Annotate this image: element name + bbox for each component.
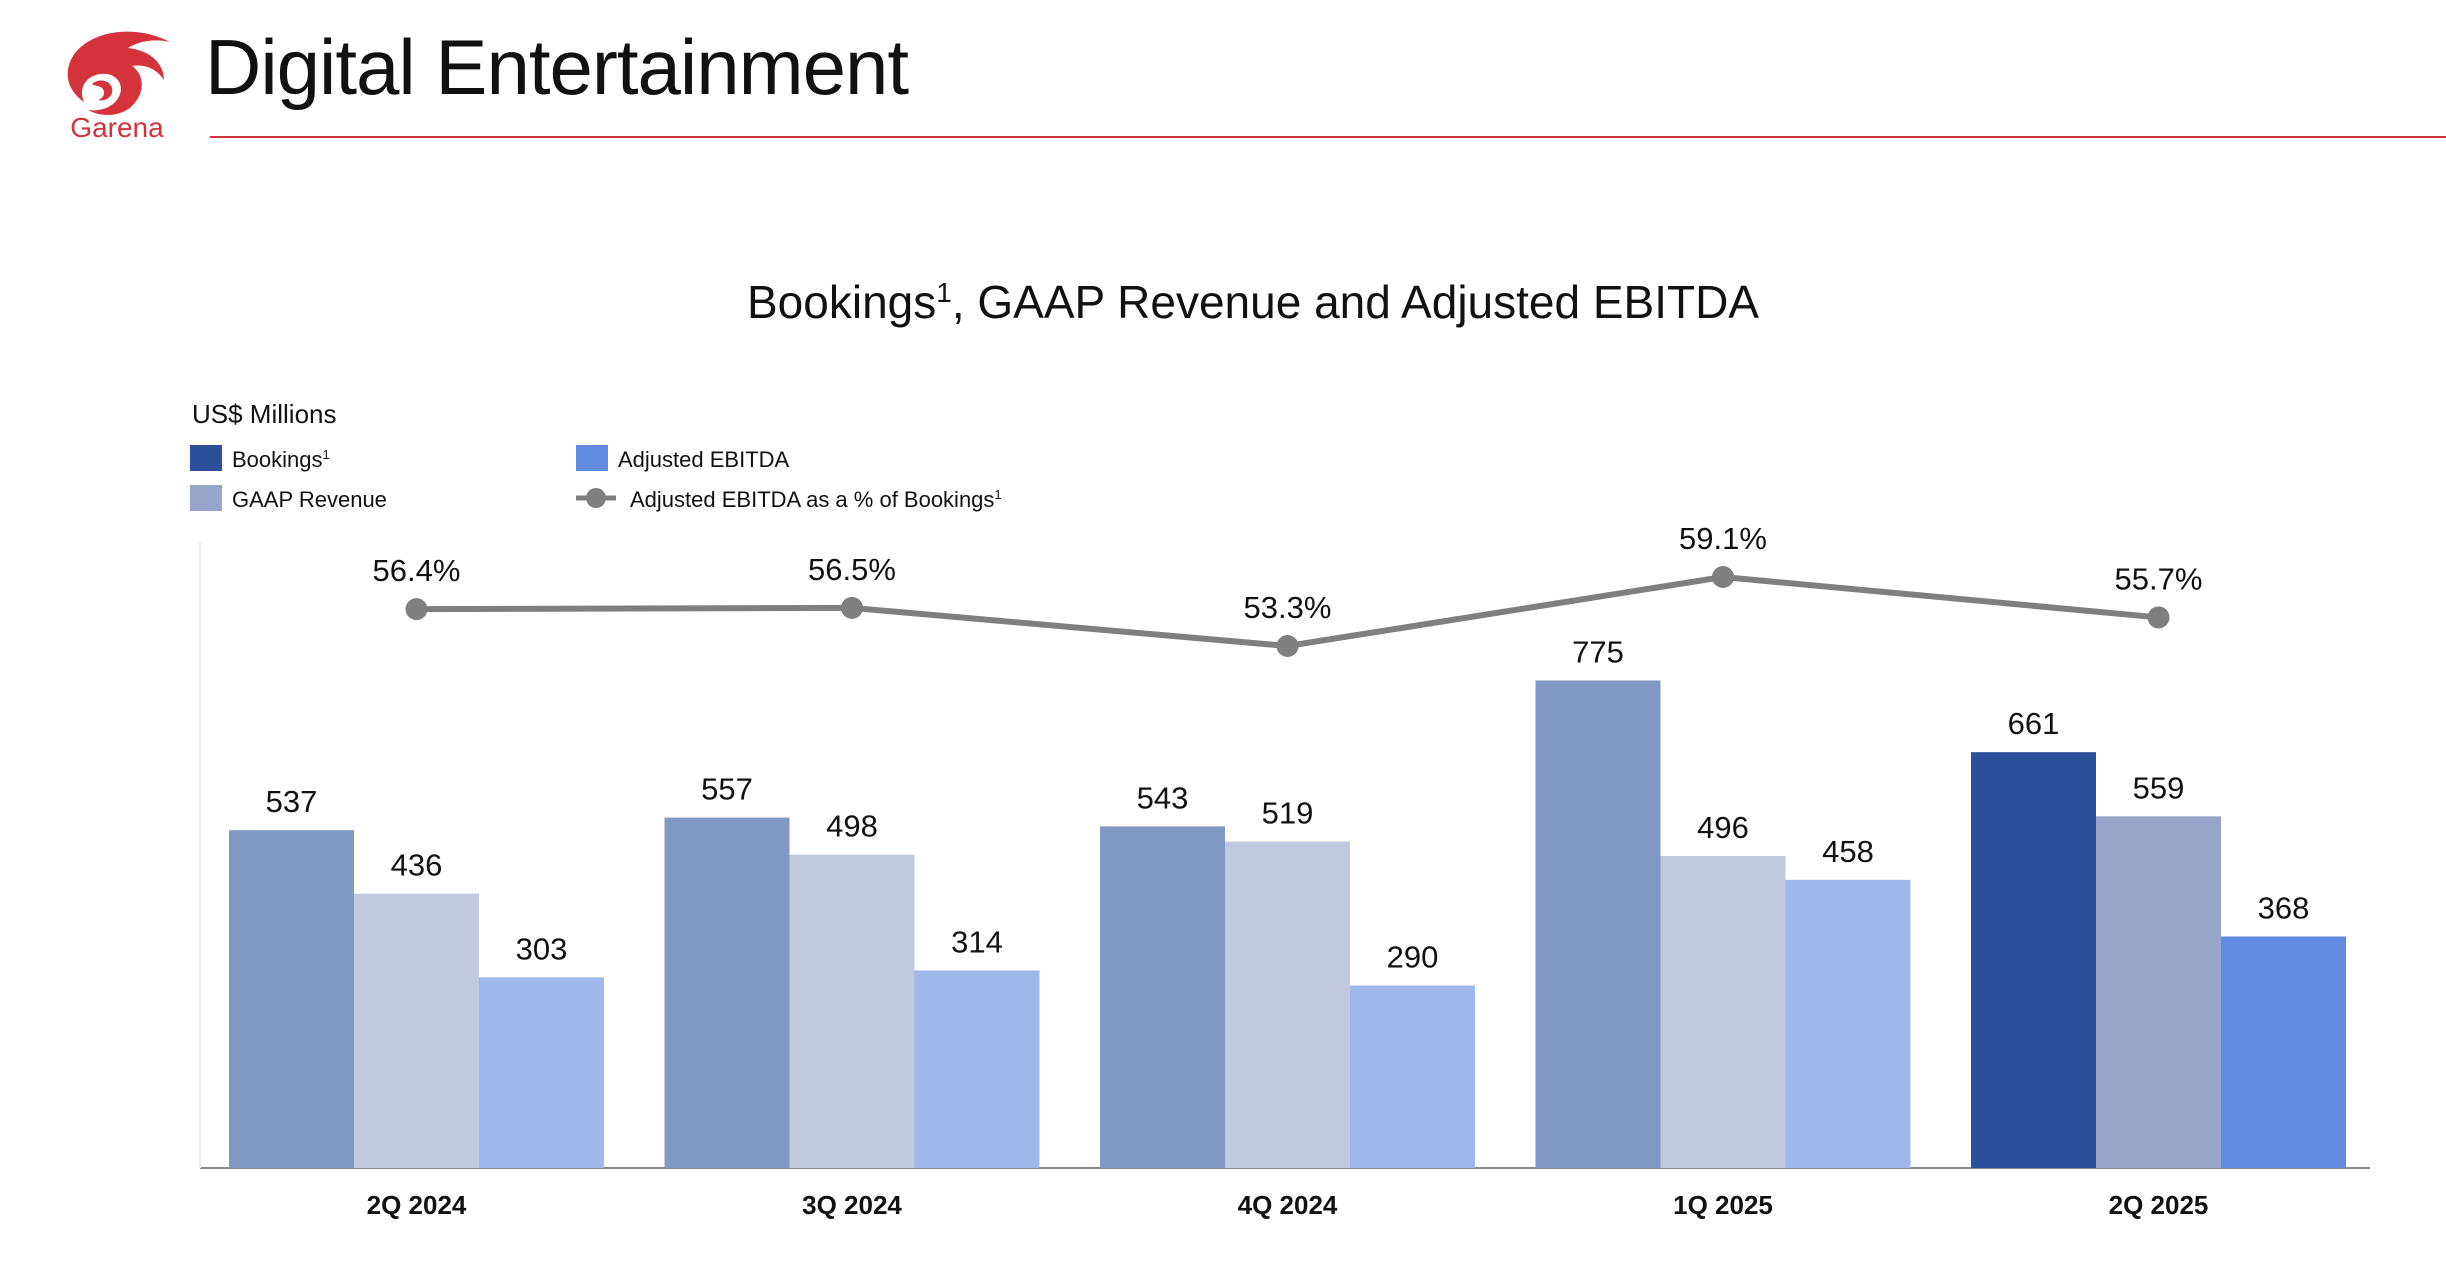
bar (1100, 826, 1225, 1168)
bars (229, 680, 2346, 1168)
x-tick-label: 2Q 2024 (367, 1190, 467, 1220)
bar (2096, 816, 2221, 1168)
bar-value-label: 661 (2008, 706, 2060, 741)
x-tick-labels: 2Q 2024 3Q 2024 4Q 2024 1Q 2025 2Q 2025 (367, 1190, 2209, 1220)
legend-item: Adjusted EBITDA as a % of Bookings1 (576, 487, 1002, 512)
pct-line-series: 56.4% 56.5% 53.3% 59.1% 55.7% (373, 521, 2203, 657)
legend-item: Bookings1 (190, 445, 330, 472)
bar-value-label: 290 (1387, 940, 1439, 975)
bar (479, 977, 604, 1168)
pct-value-label: 56.4% (373, 553, 461, 588)
pct-marker (405, 598, 428, 621)
bar (229, 830, 354, 1168)
pct-marker (2147, 606, 2170, 629)
pct-marker (1276, 635, 1299, 657)
bar-value-label: 496 (1697, 810, 1749, 845)
bar-value-label: 543 (1137, 780, 1189, 815)
garena-logo-icon (67, 31, 170, 115)
bar-value-label: 537 (266, 784, 318, 819)
bar (664, 817, 790, 1168)
pct-value-label: 53.3% (1244, 590, 1332, 625)
x-tick-label: 3Q 2024 (802, 1190, 902, 1220)
bar (1225, 841, 1350, 1168)
legend-label: Adjusted EBITDA (618, 447, 790, 472)
pct-value-label: 55.7% (2115, 561, 2203, 596)
bar (789, 854, 915, 1168)
legend-item: Adjusted EBITDA (576, 445, 790, 472)
pct-value-label: 59.1% (1679, 521, 1767, 556)
bar (1660, 855, 1786, 1168)
title-divider (210, 136, 2446, 138)
bar-value-label: 458 (1822, 834, 1874, 869)
logo-text: Garena (70, 112, 164, 143)
bar (354, 893, 479, 1168)
x-tick-label: 2Q 2025 (2109, 1190, 2209, 1220)
bar-labels: 537 436 303 557 498 314 543 519 290 775 496 458 661 5… (266, 634, 2310, 974)
pct-marker (1712, 566, 1734, 588)
bar-value-label: 557 (701, 772, 753, 807)
page-title: Digital Entertainment (205, 23, 909, 111)
bar-value-label: 775 (1572, 634, 1624, 669)
bar-value-label: 559 (2133, 770, 2185, 805)
legend-swatch (190, 445, 222, 471)
bar (1971, 752, 2096, 1168)
bar (1350, 985, 1475, 1168)
bar (2221, 936, 2346, 1168)
pct-value-label: 56.5% (808, 552, 896, 587)
bar-value-label: 368 (2258, 890, 2310, 925)
legend-swatch (190, 485, 222, 511)
legend-marker-swatch (586, 488, 606, 508)
chart-title: Bookings1, GAAP Revenue and Adjusted EBI… (747, 276, 1759, 328)
pct-marker (841, 596, 863, 619)
legend-label: Bookings1 (232, 447, 330, 472)
header: Garena Digital Entertainment (0, 0, 2446, 150)
x-tick-label: 1Q 2025 (1673, 1190, 1773, 1220)
legend: Bookings1 GAAP Revenue Adjusted EBITDA Adju… (190, 445, 1002, 512)
legend-item: GAAP Revenue (190, 485, 387, 512)
bar (1535, 680, 1661, 1168)
bar-value-label: 519 (1262, 795, 1314, 830)
bar (1785, 879, 1911, 1168)
bar (914, 970, 1040, 1168)
x-tick-label: 4Q 2024 (1238, 1190, 1338, 1220)
bar-value-label: 436 (391, 848, 443, 883)
legend-swatch (576, 445, 608, 471)
bar-value-label: 314 (951, 924, 1003, 959)
legend-label: Adjusted EBITDA as a % of Bookings1 (630, 487, 1002, 512)
unit-label: US$ Millions (192, 399, 337, 429)
bar-value-label: 498 (826, 809, 878, 844)
bar-value-label: 303 (516, 931, 568, 966)
legend-label: GAAP Revenue (232, 487, 387, 512)
